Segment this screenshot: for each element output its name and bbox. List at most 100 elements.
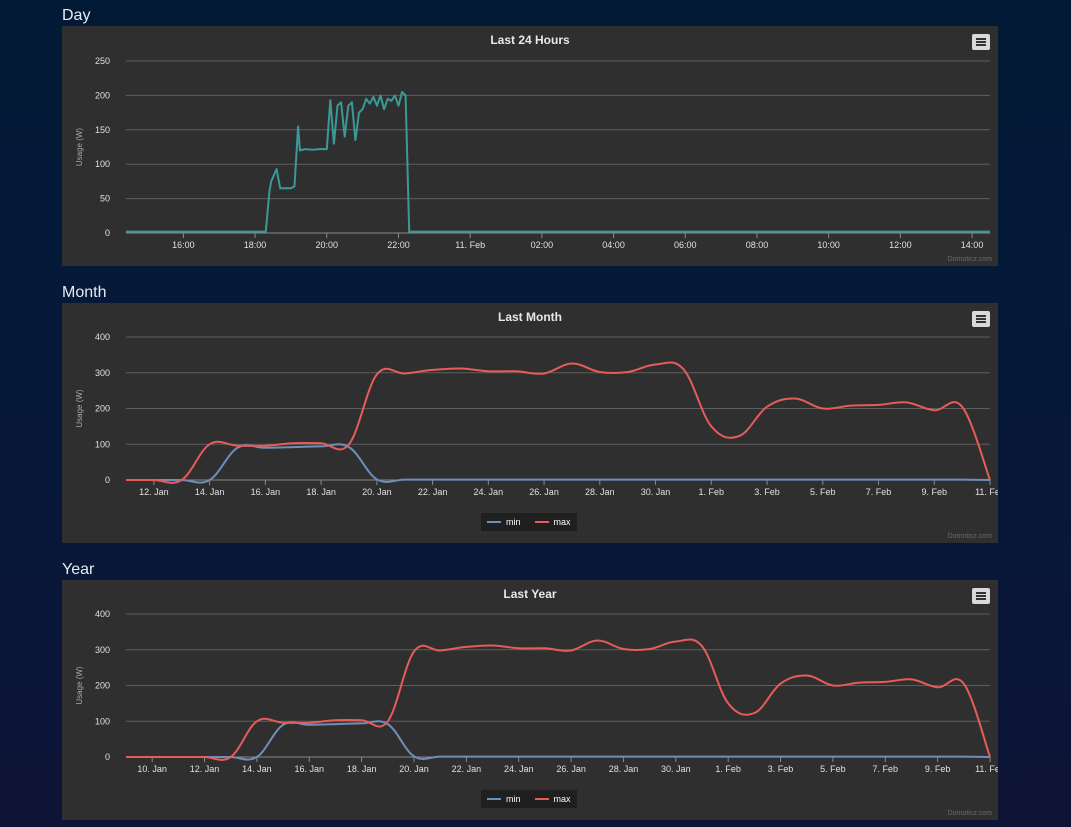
y-axis-label: Usage (W)	[75, 128, 84, 167]
x-tick-label: 20:00	[315, 240, 338, 250]
x-tick-label: 28. Jan	[585, 487, 615, 497]
y-tick-label: 200	[95, 404, 110, 414]
y-tick-label: 400	[95, 332, 110, 342]
x-tick-label: 18. Jan	[347, 764, 377, 774]
y-tick-label: 0	[105, 228, 110, 238]
month-chart-panel: Last Month Usage (W) 0 100 200 300 400 12. Jan 1…	[62, 303, 998, 543]
menu-icon	[976, 41, 986, 43]
x-tick-label: 04:00	[602, 240, 625, 250]
x-tick-label: 26. Jan	[529, 487, 559, 497]
legend-item-max[interactable]: max	[534, 794, 571, 804]
y-tick-label: 400	[95, 609, 110, 619]
x-tick-label: 14. Jan	[195, 487, 225, 497]
series-line-max[interactable]	[125, 361, 991, 484]
chart-title: Last Year	[503, 587, 556, 601]
x-tick-label: 20. Jan	[362, 487, 392, 497]
series-line-min[interactable]	[125, 443, 991, 484]
x-tick-label: 30. Jan	[641, 487, 671, 497]
y-tick-label: 300	[95, 368, 110, 378]
x-tick-label: 10. Jan	[137, 764, 167, 774]
menu-icon	[976, 592, 986, 594]
x-tick-label: 20. Jan	[399, 764, 429, 774]
x-tick-label: 22:00	[387, 240, 410, 250]
x-tick-label: 12:00	[889, 240, 912, 250]
chart-legend: min max	[481, 790, 577, 808]
legend-swatch	[487, 798, 501, 800]
x-tick-label: 16. Jan	[251, 487, 281, 497]
series-line-min[interactable]	[125, 720, 991, 761]
x-tick-label: 28. Jan	[609, 764, 639, 774]
legend-item-max[interactable]: max	[534, 517, 571, 527]
menu-icon	[976, 321, 986, 323]
x-tick-label: 1. Feb	[715, 764, 741, 774]
y-tick-label: 100	[95, 159, 110, 169]
y-tick-label: 250	[95, 56, 110, 66]
y-tick-label: 0	[105, 752, 110, 762]
credit-link[interactable]: Domoticz.com	[947, 810, 992, 817]
y-tick-label: 100	[95, 716, 110, 726]
x-tick-label: 5. Feb	[810, 487, 836, 497]
section-heading-day: Day	[62, 7, 91, 24]
y-tick-label: 100	[95, 439, 110, 449]
x-tick-label: 10:00	[817, 240, 840, 250]
x-tick-label: 5. Feb	[820, 764, 846, 774]
legend-label: max	[553, 517, 571, 527]
x-tick-label: 22. Jan	[418, 487, 448, 497]
x-tick-label: 14:00	[961, 240, 984, 250]
legend-label: min	[506, 517, 521, 527]
legend-swatch	[534, 521, 549, 523]
y-tick-label: 150	[95, 125, 110, 135]
legend-label: min	[506, 794, 521, 804]
day-chart-panel: Last 24 Hours Usage (W) 0 50 100 150 200 250 16:…	[62, 26, 998, 266]
menu-icon	[976, 595, 986, 597]
chart-menu-button[interactable]	[972, 34, 990, 50]
y-tick-label: 300	[95, 645, 110, 655]
legend-item-min[interactable]: min	[487, 517, 521, 527]
x-tick-label: 08:00	[746, 240, 769, 250]
y-tick-label: 50	[100, 194, 110, 204]
x-tick-label: 26. Jan	[556, 764, 586, 774]
credit-link[interactable]: Domoticz.com	[947, 256, 992, 263]
menu-icon	[976, 315, 986, 317]
series-line-max[interactable]	[125, 638, 991, 761]
x-tick-label: 06:00	[674, 240, 697, 250]
legend-swatch	[534, 798, 549, 800]
y-axis-label: Usage (W)	[75, 666, 84, 705]
year-chart: Last Year Usage (W) 0 100 200 300 400 10. Jan 12…	[75, 587, 998, 774]
x-tick-label: 3. Feb	[754, 487, 780, 497]
section-heading-month: Month	[62, 284, 107, 301]
legend-item-min[interactable]: min	[487, 794, 521, 804]
x-tick-label: 7. Feb	[873, 764, 899, 774]
menu-icon	[976, 38, 986, 40]
series-line[interactable]	[126, 91, 990, 233]
legend-label: max	[553, 794, 571, 804]
x-tick-label: 24. Jan	[474, 487, 504, 497]
x-tick-label: 14. Jan	[242, 764, 272, 774]
x-tick-label: 16:00	[172, 240, 195, 250]
chart-menu-button[interactable]	[972, 311, 990, 327]
x-tick-label: 18:00	[244, 240, 267, 250]
x-tick-label: 11. Feb	[975, 764, 998, 774]
chart-title: Last 24 Hours	[490, 33, 570, 47]
x-tick-label: 16. Jan	[295, 764, 325, 774]
y-tick-label: 200	[95, 90, 110, 100]
x-tick-label: 9. Feb	[922, 487, 948, 497]
x-tick-label: 30. Jan	[661, 764, 691, 774]
x-tick-label: 11. Feb	[975, 487, 998, 497]
year-chart-panel: Last Year Usage (W) 0 100 200 300 400 10. Jan 12…	[62, 580, 998, 820]
x-tick-label: 12. Jan	[139, 487, 169, 497]
x-tick-label: 1. Feb	[699, 487, 725, 497]
month-chart: Last Month Usage (W) 0 100 200 300 400 12. Jan 1…	[75, 310, 998, 497]
x-tick-label: 9. Feb	[925, 764, 951, 774]
section-heading-year: Year	[62, 561, 95, 578]
x-tick-label: 3. Feb	[768, 764, 794, 774]
menu-icon	[976, 598, 986, 600]
x-tick-label: 18. Jan	[306, 487, 336, 497]
menu-icon	[976, 318, 986, 320]
x-tick-label: 02:00	[531, 240, 554, 250]
credit-link[interactable]: Domoticz.com	[947, 533, 992, 540]
x-tick-label: 7. Feb	[866, 487, 892, 497]
chart-legend: min max	[481, 513, 577, 531]
y-axis-label: Usage (W)	[75, 389, 84, 428]
chart-menu-button[interactable]	[972, 588, 990, 604]
